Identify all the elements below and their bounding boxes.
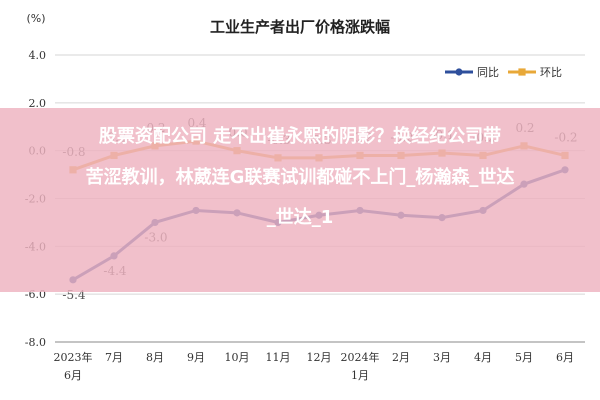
- y-axis-unit: (%): [26, 12, 45, 25]
- y-tick-label: -8.0: [25, 336, 46, 349]
- y-tick-label: 2.0: [29, 97, 47, 110]
- headline-line-3[interactable]: _世达_1: [266, 207, 334, 228]
- headline-line-1[interactable]: 股票资配公司 走不出崔永熙的阴影？换经纪公司带: [98, 126, 502, 147]
- x-tick-label: 5月: [515, 351, 533, 364]
- x-tick-label: 8月: [146, 351, 164, 364]
- legend-marker: [518, 68, 526, 76]
- headline-overlay[interactable]: 股票资配公司 走不出崔永熙的阴影？换经纪公司带 苦涩教训，林葳连G联赛试训都碰不…: [0, 108, 600, 292]
- chart-title: 工业生产者出厂价格涨跌幅: [210, 18, 390, 36]
- x-tick-label: 12月: [307, 351, 332, 364]
- x-tick-label: 9月: [187, 351, 205, 364]
- x-tick-label: 3月: [433, 351, 451, 364]
- legend: 同比 环比: [445, 66, 562, 79]
- headline-line-2[interactable]: 苦涩教训，林葳连G联赛试训都碰不上门_杨瀚森_世达: [85, 167, 515, 188]
- x-tick-label: 2024年 1月: [341, 350, 380, 382]
- y-tick-label: 4.0: [29, 49, 47, 62]
- x-tick-label: 6月: [556, 351, 574, 364]
- x-tick-label: 2月: [392, 351, 410, 364]
- x-tick-label: 11月: [266, 351, 291, 364]
- x-tick-label: 10月: [225, 351, 250, 364]
- legend-marker: [455, 68, 463, 76]
- legend-label: 环比: [540, 66, 562, 79]
- x-tick-label: 2023年 6月: [54, 350, 93, 382]
- x-tick-label: 7月: [105, 351, 123, 364]
- legend-label: 同比: [477, 66, 499, 79]
- x-tick-label: 4月: [474, 351, 492, 364]
